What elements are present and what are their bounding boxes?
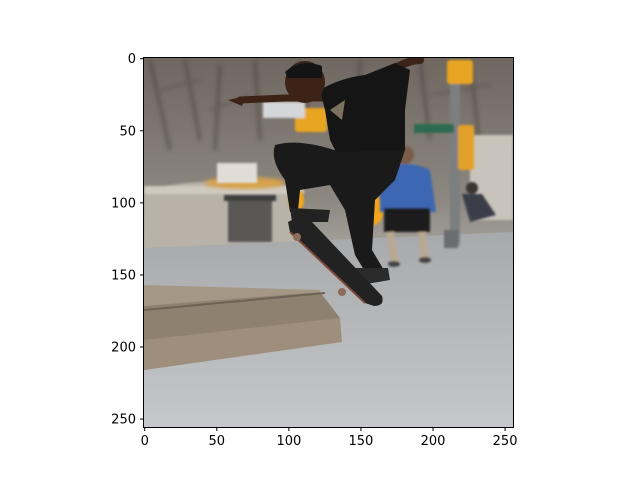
concrete-ledge (144, 285, 342, 370)
x-tick-label: 200 (421, 434, 446, 449)
y-tick-label: 150 (111, 268, 136, 283)
x-tick-label: 100 (276, 434, 301, 449)
trash-can (224, 195, 276, 242)
x-tick-label: 50 (209, 434, 226, 449)
x-tick-label: 250 (493, 434, 518, 449)
y-tick-label: 0 (128, 52, 136, 67)
y-tick-label: 200 (111, 341, 136, 356)
x-axis: 0 50 100 150 200 250 (141, 427, 518, 449)
y-tick-label: 50 (119, 124, 136, 139)
skateboarder-photo (144, 58, 513, 427)
y-tick-label: 100 (111, 196, 136, 211)
x-tick-label: 150 (349, 434, 374, 449)
y-axis: 0 50 100 150 200 250 (111, 52, 144, 428)
axes-frame (143, 57, 514, 428)
stone-wall (144, 181, 304, 250)
y-tick-label: 250 (111, 413, 136, 428)
skateboarder (228, 58, 424, 306)
x-tick-label: 0 (141, 434, 149, 449)
